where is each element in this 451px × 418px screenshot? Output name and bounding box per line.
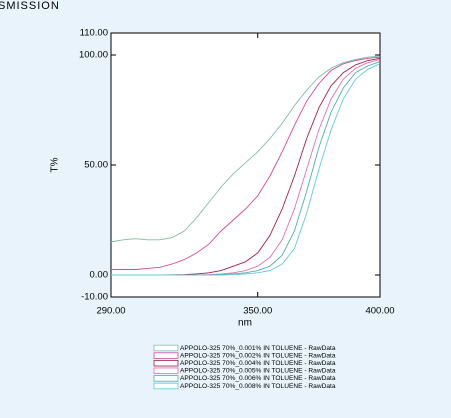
y-tick-label: 110.00	[80, 28, 108, 39]
y-tick-label: -10.00	[81, 292, 108, 303]
legend-label: APPOLO-325 70%_0.002% IN TOLUENE - RawDa…	[180, 352, 336, 359]
legend-label: APPOLO-325 70%_0.004% IN TOLUENE - RawDa…	[180, 360, 336, 367]
legend-label: APPOLO-325 70%_0.008% IN TOLUENE - RawDa…	[180, 383, 336, 390]
y-tick-label: 0.00	[90, 270, 109, 281]
legend-label: APPOLO-325 70%_0.006% IN TOLUENE - RawDa…	[180, 375, 336, 382]
legend-swatch	[153, 359, 179, 367]
legend-swatch	[153, 375, 179, 382]
x-tick-label: 350.00	[243, 306, 272, 317]
legend-label: APPOLO-325 70%_0.001% IN TOLUENE - RawDa…	[180, 345, 336, 352]
y-tick-label: 50.00	[84, 160, 108, 171]
legend-swatch	[153, 367, 179, 374]
x-axis-label: nm	[238, 318, 252, 329]
plot-area	[110, 32, 381, 298]
series-line	[110, 55, 381, 243]
chart-title: SMISSION	[0, 0, 60, 12]
y-axis-label: T%	[50, 157, 61, 172]
legend-swatch	[153, 382, 179, 390]
y-tick-label: 100.00	[79, 50, 108, 61]
series-line	[111, 56, 381, 270]
legend-swatch	[153, 344, 179, 352]
x-tick-label: 290.00	[96, 306, 125, 317]
legend-label: APPOLO-325 70%_0.005% IN TOLUENE - RawDa…	[180, 368, 336, 375]
legend-swatch	[153, 352, 179, 359]
x-tick-label: 400.00	[365, 306, 394, 317]
series-line	[111, 63, 381, 276]
